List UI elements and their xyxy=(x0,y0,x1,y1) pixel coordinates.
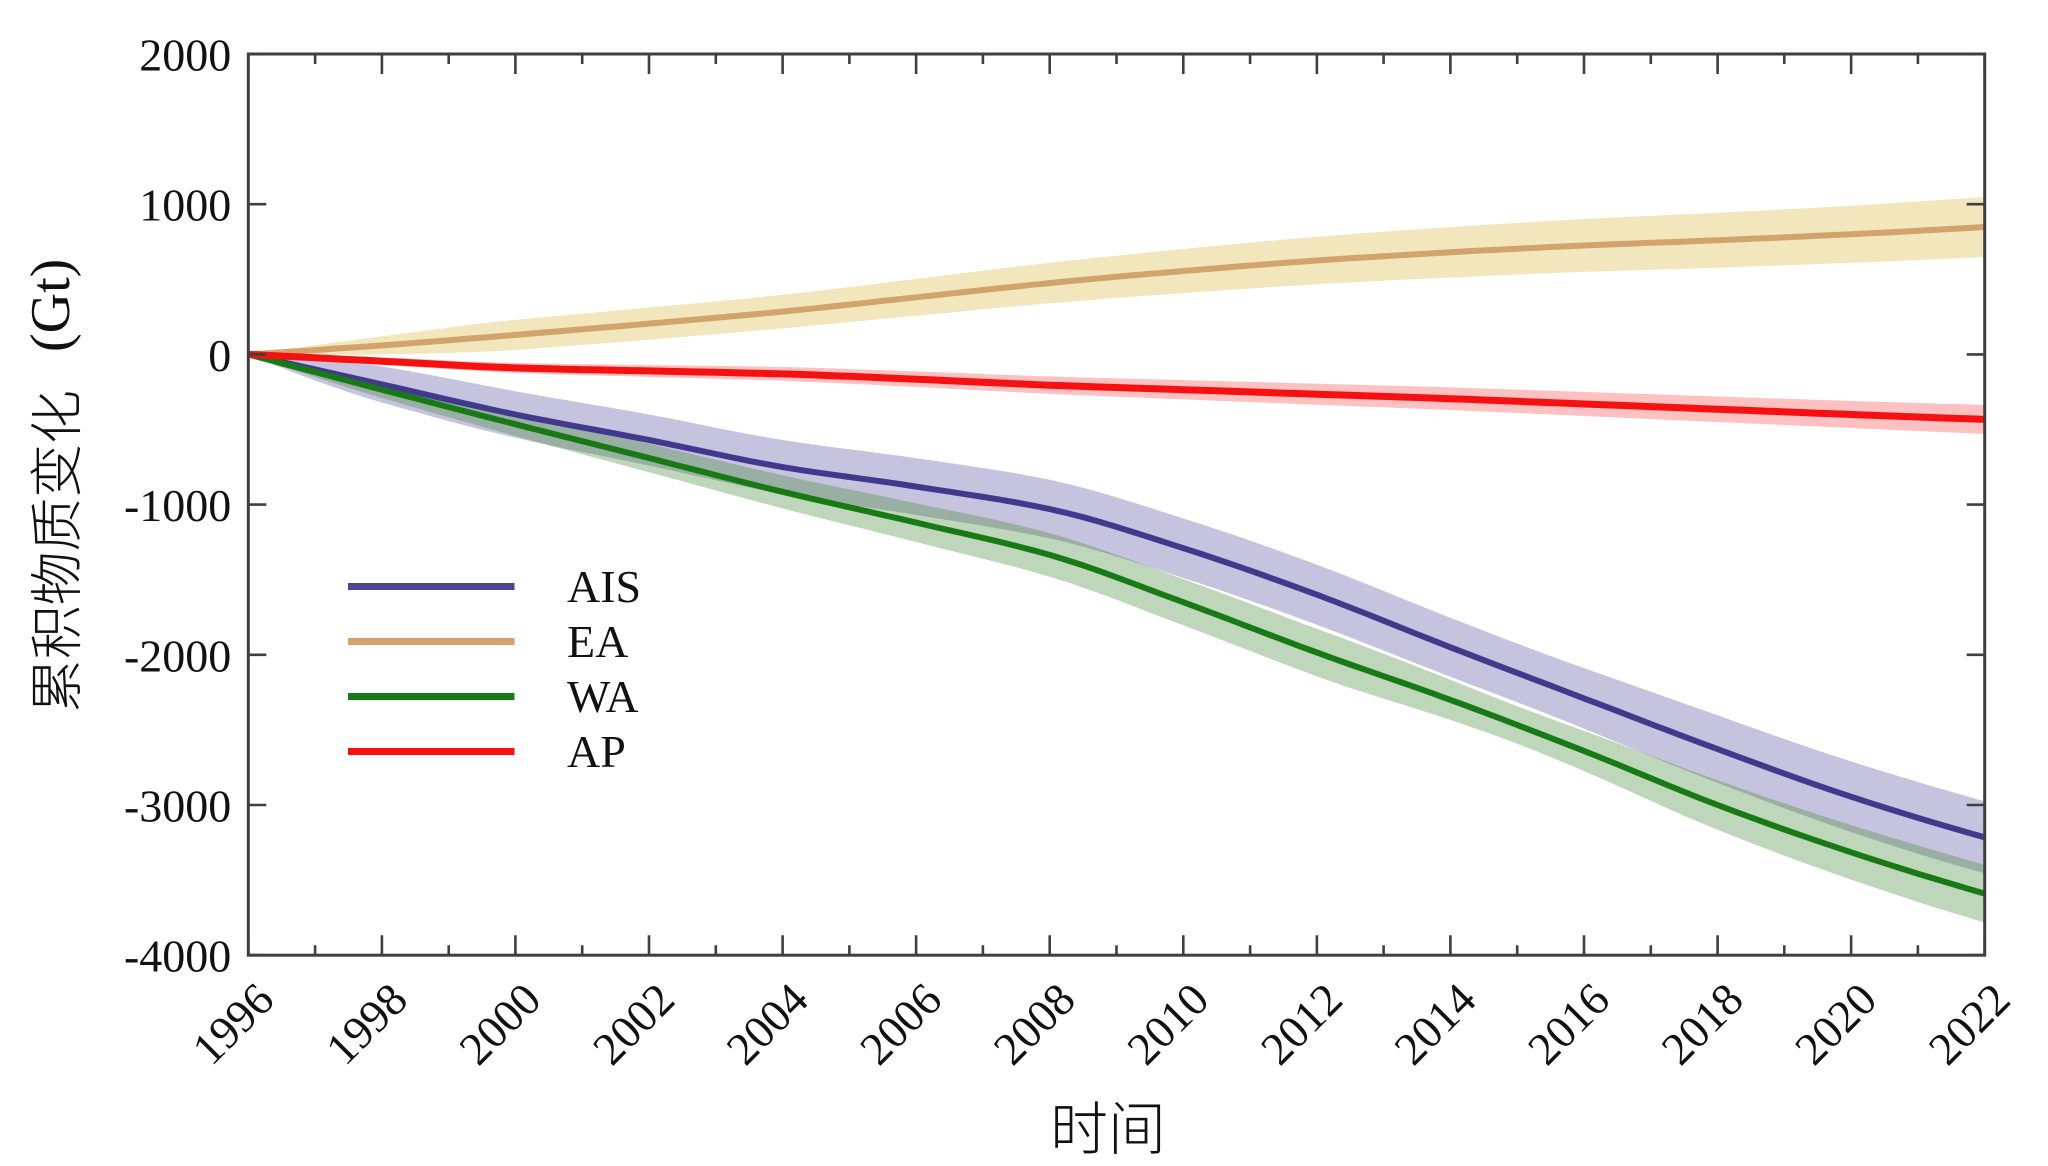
svg-text:AIS: AIS xyxy=(567,561,641,612)
svg-text:0: 0 xyxy=(208,330,231,381)
svg-text:(Gt): (Gt) xyxy=(20,259,82,352)
svg-text:-3000: -3000 xyxy=(124,781,231,832)
svg-text:-1000: -1000 xyxy=(124,480,231,531)
svg-text:WA: WA xyxy=(567,671,639,722)
svg-text:-4000: -4000 xyxy=(124,931,231,982)
svg-text:AP: AP xyxy=(567,726,626,777)
svg-text:EA: EA xyxy=(567,616,628,667)
svg-text:1000: 1000 xyxy=(139,180,231,231)
svg-text:2000: 2000 xyxy=(139,30,231,81)
svg-text:-2000: -2000 xyxy=(124,630,231,681)
